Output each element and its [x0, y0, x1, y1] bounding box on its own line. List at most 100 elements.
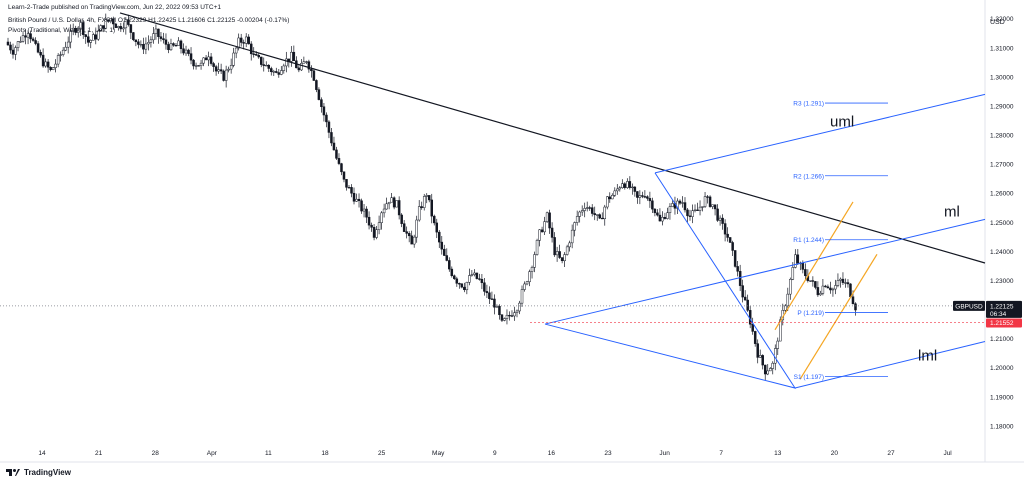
candle-body: [711, 204, 714, 207]
candle-body: [74, 27, 77, 33]
candle-body: [56, 55, 60, 65]
candle-body: [402, 223, 406, 232]
candle-body: [701, 206, 704, 208]
candle-body: [249, 43, 253, 55]
candle-body: [458, 283, 461, 285]
pivot-level-label: R1 (1.244): [793, 237, 824, 244]
candle-body: [761, 355, 764, 366]
candle-body: [525, 281, 529, 285]
x-tick-label: Apr: [207, 450, 218, 457]
candle-body: [473, 272, 476, 275]
candle-body: [768, 368, 772, 372]
candle-body: [272, 71, 276, 73]
candle-body: [129, 24, 133, 33]
candle-body: [277, 72, 281, 75]
last-price-tag: [986, 300, 1022, 318]
x-tick-label: 20: [831, 450, 839, 457]
candle-body: [786, 293, 790, 307]
candle-body: [59, 54, 62, 56]
candle-body: [214, 66, 218, 72]
candle-body: [19, 41, 22, 43]
candle-body: [851, 296, 855, 304]
candle-body: [590, 207, 594, 214]
candle-body: [285, 58, 288, 67]
candle-body: [480, 278, 484, 284]
upper-median-line: [654, 93, 986, 174]
candle-body: [621, 183, 624, 189]
candle-body: [36, 43, 40, 53]
candle-body: [658, 214, 662, 222]
candle-body: [392, 197, 396, 208]
candle-body: [698, 206, 702, 211]
candle-body: [337, 158, 341, 164]
candle-body: [66, 41, 70, 48]
pivot-level-label: S1 (1.197): [794, 374, 824, 381]
candle-body: [355, 198, 358, 202]
candle-body: [370, 224, 373, 228]
candle-body: [608, 196, 612, 200]
candle-body: [508, 314, 511, 317]
pivot-level-label: P (1.219): [797, 310, 824, 317]
candle-body: [224, 69, 228, 81]
candle-body: [631, 186, 634, 189]
candle-body: [746, 299, 749, 311]
candle-body: [641, 195, 644, 197]
candle-body: [751, 323, 754, 332]
candle-body: [518, 302, 521, 312]
candle-body: [332, 142, 336, 151]
candle-body: [189, 53, 193, 61]
symbol-tag-label: GBPUSD: [955, 303, 983, 310]
candle-body: [643, 196, 647, 198]
pivot-level-label: R3 (1.291): [793, 101, 824, 108]
candle-body: [192, 59, 195, 67]
candle-body: [322, 106, 326, 116]
candle-body: [445, 255, 449, 261]
x-tick-label: Jul: [943, 450, 952, 457]
candle-body: [282, 65, 286, 71]
candle-body: [575, 216, 579, 223]
candle-body: [387, 201, 391, 205]
candle-body: [693, 209, 697, 211]
candle-body: [588, 207, 591, 209]
x-tick-label: May: [432, 450, 445, 457]
candle-body: [550, 227, 554, 238]
candle-body: [716, 208, 719, 221]
symbol-tag: [953, 300, 985, 311]
candle-body: [483, 282, 486, 292]
candle-body: [763, 364, 767, 375]
candle-body: [703, 196, 707, 207]
candle-body: [490, 298, 494, 300]
candle-body: [395, 200, 398, 208]
candle-body: [726, 233, 729, 238]
candle-body: [796, 254, 800, 264]
candle-body: [375, 229, 378, 238]
y-tick-label: 1.26000: [990, 191, 1014, 198]
candle-body: [500, 314, 504, 321]
candle-body: [495, 306, 499, 308]
candle-body: [600, 217, 604, 220]
candle-body: [448, 260, 451, 270]
candle-body: [646, 196, 649, 199]
currency-label: USD: [990, 19, 1005, 26]
candle-body: [222, 70, 225, 81]
candle-body: [733, 250, 737, 267]
candle-body: [417, 206, 421, 221]
candle-body: [829, 287, 832, 291]
candle-body: [598, 214, 601, 219]
tradingview-logo[interactable]: TradingView: [6, 468, 71, 477]
y-tick-label: 1.19000: [990, 394, 1014, 401]
candle-body: [794, 254, 797, 268]
y-tick-label: 1.25000: [990, 220, 1014, 227]
candle-body: [410, 235, 413, 245]
candle-body: [538, 229, 541, 241]
candle-body: [533, 254, 536, 268]
candle-body: [69, 30, 72, 43]
candle-body: [603, 206, 607, 220]
candle-body: [814, 281, 817, 288]
candle-body: [94, 34, 98, 40]
candle-body: [849, 283, 852, 297]
candle-body: [623, 183, 627, 188]
y-tick-label: 1.20000: [990, 365, 1014, 372]
